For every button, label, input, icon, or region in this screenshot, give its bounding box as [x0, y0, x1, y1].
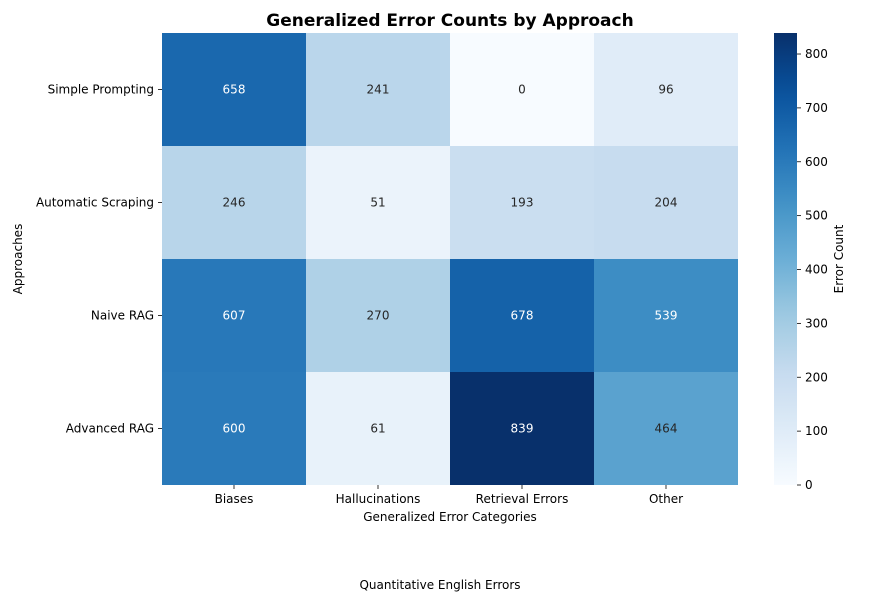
- heatmap-cell: [450, 33, 594, 146]
- cell-value-label: 464: [655, 422, 678, 436]
- colorbar-tick-label: 700: [805, 101, 828, 115]
- heatmap-cell: [162, 146, 306, 259]
- heatmap-cells: 658 241 0 96 246 51 193 204 607 270 678 539 600 61 839…: [162, 33, 738, 485]
- cell-value-label: 204: [655, 196, 678, 210]
- y-tick-label: Naive RAG: [91, 309, 154, 323]
- cell-value-label: 241: [367, 83, 390, 97]
- x-axis-label: Generalized Error Categories: [363, 510, 536, 524]
- cell-value-label: 246: [223, 196, 246, 210]
- cell-value-label: 658: [223, 83, 246, 97]
- cell-value-label: 270: [367, 309, 390, 323]
- cell-value-label: 539: [655, 309, 678, 323]
- colorbar-gradient: [774, 33, 797, 485]
- cell-value-label: 678: [511, 309, 534, 323]
- x-tick-label: Other: [649, 492, 683, 506]
- colorbar-tick-label: 800: [805, 47, 828, 61]
- heatmap-cell: [450, 259, 594, 372]
- heatmap-cell: [306, 33, 450, 146]
- heatmap-cell: [162, 259, 306, 372]
- figure-caption: Quantitative English Errors: [359, 578, 521, 592]
- heatmap-cell: [594, 372, 738, 485]
- colorbar-tick-label: 600: [805, 155, 828, 169]
- cell-value-label: 0: [518, 83, 526, 97]
- heatmap-cell: [594, 146, 738, 259]
- colorbar: 0 100 200 300 400 500 600 700 800: [774, 33, 828, 492]
- cell-value-label: 51: [370, 196, 385, 210]
- heatmap-cell: [162, 372, 306, 485]
- colorbar-tick-label: 300: [805, 316, 828, 330]
- x-tick-label: Hallucinations: [336, 492, 421, 506]
- cell-value-label: 607: [223, 309, 246, 323]
- heatmap-cell: [594, 259, 738, 372]
- colorbar-tick-label: 200: [805, 370, 828, 384]
- colorbar-tick-label: 400: [805, 263, 828, 277]
- x-tick-label: Retrieval Errors: [476, 492, 569, 506]
- heatmap-cell: [306, 372, 450, 485]
- colorbar-tick-label: 100: [805, 424, 828, 438]
- y-tick-label: Advanced RAG: [66, 422, 154, 436]
- colorbar-tick-label: 0: [805, 478, 813, 492]
- cell-value-label: 839: [511, 422, 534, 436]
- y-tick-label: Automatic Scraping: [36, 196, 154, 210]
- heatmap-cell: [306, 259, 450, 372]
- cell-value-label: 96: [658, 83, 673, 97]
- heatmap-chart: Generalized Error Counts by Approach 658…: [11, 11, 846, 524]
- heatmap-cell: [450, 372, 594, 485]
- y-tick-label: Simple Prompting: [48, 83, 154, 97]
- chart-title: Generalized Error Counts by Approach: [266, 11, 633, 31]
- cell-value-label: 61: [370, 422, 385, 436]
- x-tick-label: Biases: [215, 492, 254, 506]
- heatmap-cell: [594, 33, 738, 146]
- y-axis: Simple Prompting Automatic Scraping Naive …: [36, 83, 162, 436]
- heatmap-cell: [450, 146, 594, 259]
- x-axis: Biases Hallucinations Retrieval Errors Othe…: [215, 485, 683, 506]
- colorbar-tick-label: 500: [805, 209, 828, 223]
- heatmap-cell: [162, 33, 306, 146]
- y-axis-label: Approaches: [11, 224, 25, 295]
- cell-value-label: 600: [223, 422, 246, 436]
- heatmap-cell: [306, 146, 450, 259]
- cell-value-label: 193: [511, 196, 534, 210]
- colorbar-label: Error Count: [832, 224, 846, 293]
